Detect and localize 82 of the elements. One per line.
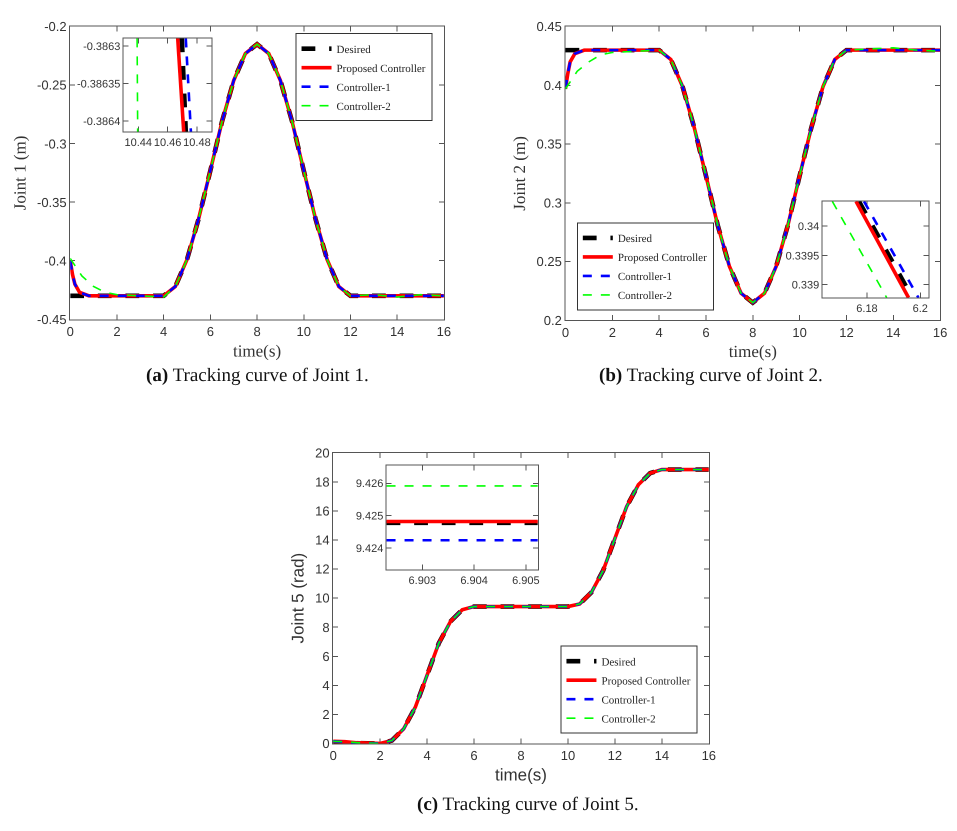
x-tick-label: 4 bbox=[423, 748, 431, 764]
x-tick-label: 12 bbox=[608, 748, 622, 764]
y-tick-label: 0.3 bbox=[544, 195, 562, 210]
x-tick-label: 2 bbox=[608, 324, 616, 340]
text: (c) Tracking curve of Joint 5. bbox=[417, 794, 639, 815]
x-tick-label: 14 bbox=[390, 324, 404, 339]
y-axis-title: Joint 5 (rad) bbox=[288, 552, 308, 644]
y-tick-label: 0.35 bbox=[536, 136, 562, 152]
y-tick-label: 8 bbox=[322, 620, 330, 635]
x-tick-label: 6 bbox=[470, 748, 478, 764]
text: (a) Tracking curve of Joint 1. bbox=[146, 365, 369, 386]
x-tick-label: 6.905 bbox=[512, 574, 540, 587]
x-tick-label: 6.2 bbox=[912, 302, 928, 315]
y-tick-label: 18 bbox=[315, 474, 330, 490]
y-tick-label: -0.3863 bbox=[83, 40, 120, 53]
x-tick-label: 16 bbox=[702, 748, 716, 764]
y-tick-label: 9.424 bbox=[356, 542, 384, 555]
y-tick-label: 9.425 bbox=[356, 510, 384, 523]
legend-label: Controller-1 bbox=[336, 82, 391, 94]
y-tick-label: -0.45 bbox=[36, 312, 67, 327]
y-tick-label: 0.45 bbox=[536, 19, 562, 34]
x-tick-label: 8 bbox=[749, 324, 756, 340]
y-tick-label: -0.2 bbox=[44, 19, 67, 34]
legend-label: Proposed Controller bbox=[618, 252, 708, 264]
legend-label: Controller-1 bbox=[618, 271, 672, 284]
y-tick-label: -0.3864 bbox=[83, 116, 120, 128]
x-tick-label: 10.46 bbox=[154, 136, 182, 149]
y-tick-label: 6 bbox=[322, 648, 330, 664]
x-tick-label: 12 bbox=[839, 324, 854, 340]
x-tick-label: 16 bbox=[436, 324, 452, 339]
x-axis-title: time(s) bbox=[728, 342, 777, 362]
x-tick-label: 14 bbox=[886, 324, 901, 340]
y-tick-label: 0.3395 bbox=[786, 250, 820, 262]
y-axis-title: Joint 1 (m) bbox=[10, 136, 30, 210]
x-tick-label: 6.18 bbox=[856, 302, 878, 315]
y-tick-label: 0.339 bbox=[792, 280, 820, 292]
y-tick-label: -0.3 bbox=[44, 136, 67, 152]
y-tick-label: 10 bbox=[315, 590, 330, 606]
x-tick-label: 4 bbox=[160, 324, 168, 339]
x-tick-label: 10.48 bbox=[183, 136, 211, 149]
x-tick-label: 8 bbox=[253, 324, 261, 339]
x-tick-label: 6 bbox=[206, 324, 214, 339]
y-tick-label: -0.25 bbox=[36, 78, 67, 93]
y-tick-label: 0.34 bbox=[798, 220, 820, 233]
legend-label: Desired bbox=[601, 656, 636, 668]
y-tick-label: 20 bbox=[315, 445, 330, 460]
y-tick-label: 4 bbox=[322, 678, 330, 693]
y-tick-label: 0.2 bbox=[544, 312, 562, 328]
x-tick-label: 16 bbox=[932, 324, 948, 340]
legend-label: Desired bbox=[336, 44, 372, 56]
legend-label: Controller-2 bbox=[618, 290, 672, 302]
y-tick-label: -0.38635 bbox=[76, 78, 120, 90]
y-tick-label: 0.4 bbox=[544, 78, 562, 93]
x-tick-label: 14 bbox=[654, 748, 670, 764]
text: (b) Tracking curve of Joint 2. bbox=[599, 365, 823, 386]
legend-label: Proposed Controller bbox=[336, 62, 426, 75]
x-tick-label: 4 bbox=[656, 324, 663, 340]
legend-label: Controller-1 bbox=[601, 694, 656, 706]
x-tick-label: 10.44 bbox=[124, 136, 152, 149]
y-axis-title: Joint 2 (m) bbox=[510, 136, 530, 211]
legend-label: Controller-2 bbox=[601, 713, 656, 726]
y-tick-label: 12 bbox=[315, 562, 330, 577]
x-tick-label: 8 bbox=[517, 748, 525, 764]
x-tick-label: 6.903 bbox=[408, 574, 436, 587]
y-tick-label: 14 bbox=[315, 532, 330, 548]
y-tick-label: 0.25 bbox=[536, 254, 562, 270]
x-tick-label: 6.904 bbox=[460, 574, 488, 587]
x-axis-title: time(s) bbox=[232, 341, 282, 360]
y-tick-label: 0 bbox=[322, 736, 330, 752]
y-tick-label: 2 bbox=[322, 706, 330, 722]
legend-label: Desired bbox=[618, 233, 653, 246]
y-tick-label: -0.35 bbox=[36, 194, 67, 210]
y-tick-label: 9.426 bbox=[356, 478, 384, 490]
x-tick-label: 10 bbox=[296, 324, 311, 339]
legend-label: Proposed Controller bbox=[601, 675, 691, 688]
x-tick-label: 12 bbox=[343, 324, 358, 339]
legend-label: Controller-2 bbox=[336, 100, 391, 113]
x-tick-label: 6 bbox=[702, 324, 710, 340]
y-tick-label: -0.4 bbox=[44, 253, 67, 268]
y-tick-label: 16 bbox=[315, 503, 330, 518]
x-tick-label: 10 bbox=[560, 748, 576, 764]
x-axis-title: time(s) bbox=[495, 765, 547, 784]
